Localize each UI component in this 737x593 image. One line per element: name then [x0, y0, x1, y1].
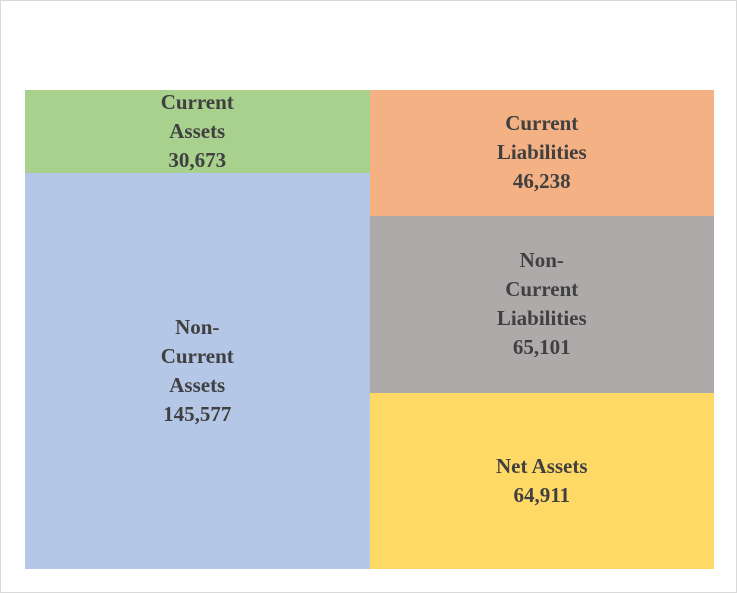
block-label: Current Assets 30,673	[161, 90, 234, 173]
block-label-line: Liabilities	[496, 140, 587, 165]
block-label-line: Current	[160, 344, 234, 369]
treemap-block-current-liabilities: Current Liabilities 46,238	[369, 90, 714, 216]
treemap-block-non-current-assets: Non- Current Assets 145,577	[25, 173, 370, 569]
block-label: Net Assets 64,911	[496, 452, 588, 510]
block-label: Non- Current Assets 145,577	[161, 313, 234, 429]
block-label: Current Liabilities 46,238	[497, 109, 587, 196]
block-label-line: Liabilities	[496, 306, 587, 331]
treemap-block-net-assets: Net Assets 64,911	[369, 392, 714, 569]
block-label-line: Assets	[169, 373, 226, 398]
block-label-line: Non-	[175, 315, 220, 340]
block-label-line: Current	[160, 90, 234, 115]
block-label-line: Current	[505, 111, 579, 136]
block-value-label: 30,673	[168, 148, 227, 173]
block-label-line: Assets	[169, 119, 226, 144]
block-value-label: 145,577	[163, 402, 232, 427]
block-label-line: Non-	[519, 248, 564, 273]
block-label-line: Current	[505, 277, 579, 302]
block-value-label: 46,238	[512, 169, 571, 194]
block-value-label: 64,911	[513, 482, 571, 507]
treemap-block-current-assets: Current Assets 30,673	[25, 90, 370, 174]
treemap-block-non-current-liabilities: Non- Current Liabilities 65,101	[369, 215, 714, 393]
block-label: Non- Current Liabilities 65,101	[497, 246, 587, 362]
treemap-plot: Current Assets 30,673 Non- Current Assets 145,…	[25, 90, 714, 569]
block-value-label: 65,101	[512, 335, 571, 360]
block-label-line: Net Assets	[495, 453, 588, 478]
